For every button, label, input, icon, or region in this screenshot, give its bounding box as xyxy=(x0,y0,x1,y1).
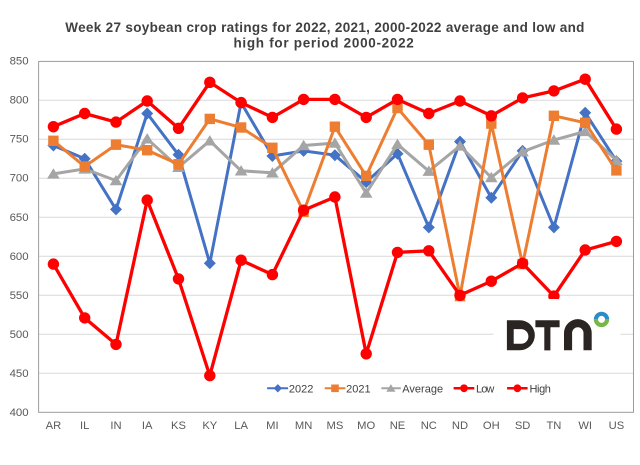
svg-text:550: 550 xyxy=(10,290,29,302)
svg-text:US: US xyxy=(609,420,625,432)
svg-text:MI: MI xyxy=(266,420,278,432)
svg-text:MS: MS xyxy=(327,420,344,432)
svg-text:750: 750 xyxy=(10,134,29,146)
svg-text:650: 650 xyxy=(10,212,29,224)
svg-text:IL: IL xyxy=(80,420,89,432)
svg-text:NE: NE xyxy=(390,420,406,432)
svg-text:450: 450 xyxy=(10,368,29,380)
svg-text:2021: 2021 xyxy=(346,384,370,396)
svg-text:KS: KS xyxy=(171,420,186,432)
svg-text:2022: 2022 xyxy=(289,384,313,396)
svg-text:IA: IA xyxy=(142,420,153,432)
svg-text:NC: NC xyxy=(421,420,437,432)
svg-text:KY: KY xyxy=(202,420,217,432)
svg-text:AR: AR xyxy=(46,420,62,432)
svg-text:400: 400 xyxy=(10,407,29,419)
svg-text:800: 800 xyxy=(10,95,29,107)
svg-text:MO: MO xyxy=(357,420,375,432)
svg-text:SD: SD xyxy=(515,420,531,432)
svg-text:LA: LA xyxy=(234,420,248,432)
svg-text:500: 500 xyxy=(10,329,29,341)
svg-text:600: 600 xyxy=(10,251,29,263)
svg-text:WI: WI xyxy=(578,420,592,432)
svg-text:TN: TN xyxy=(546,420,561,432)
svg-text:Average: Average xyxy=(402,384,443,396)
svg-text:ND: ND xyxy=(452,420,468,432)
svg-text:Week 27 soybean crop ratings f: Week 27 soybean crop ratings for 2022, 2… xyxy=(65,20,584,35)
svg-text:OH: OH xyxy=(483,420,500,432)
svg-text:MN: MN xyxy=(295,420,312,432)
svg-text:High: High xyxy=(530,384,551,396)
svg-text:Low: Low xyxy=(476,384,494,396)
svg-text:IN: IN xyxy=(110,420,121,432)
svg-text:700: 700 xyxy=(10,173,29,185)
svg-text:high for period 2000-2022: high for period 2000-2022 xyxy=(233,36,414,51)
svg-text:850: 850 xyxy=(10,56,29,68)
